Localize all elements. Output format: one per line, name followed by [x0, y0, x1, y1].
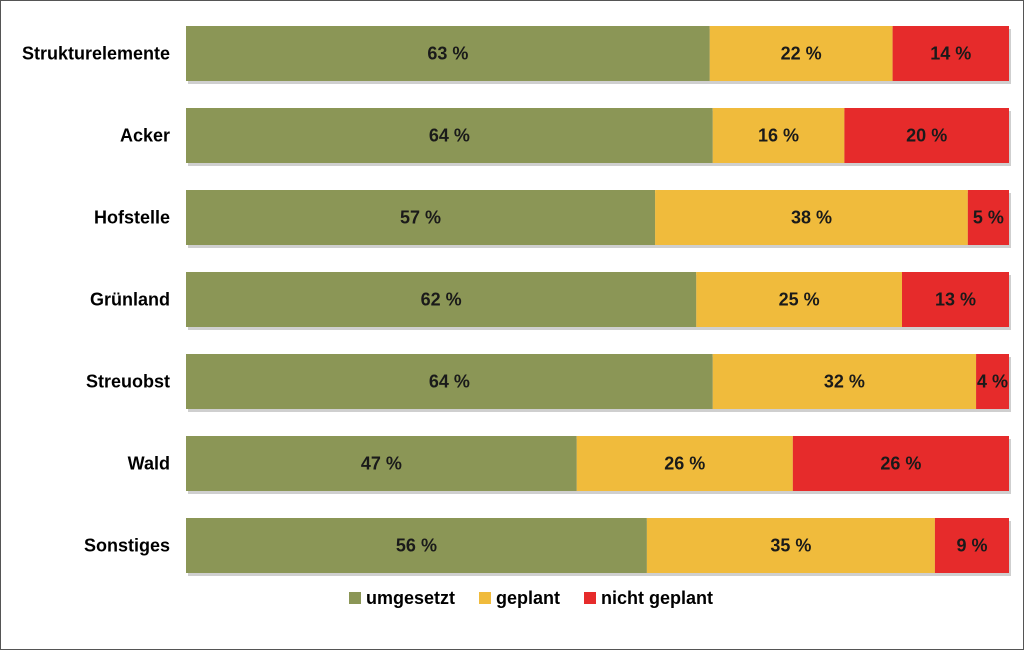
- bars-layer: 63 % 22 % 14 % 64 % 16 % 20 % 57 % 38 % 5 % 62 % 2…: [186, 26, 1011, 576]
- category-label-streuobst: Streuobst: [86, 372, 170, 392]
- legend-swatch-geplant: [479, 592, 491, 604]
- bar-sonstiges-geplant: [646, 518, 935, 573]
- value-label-sonstiges-nicht-geplant: 9 %: [956, 536, 987, 556]
- value-label-hofstelle-umgesetzt: 57 %: [400, 208, 441, 228]
- bar-acker-umgesetzt: [186, 108, 713, 163]
- value-label-hofstelle-geplant: 38 %: [791, 208, 832, 228]
- bar-gruenland-nicht-geplant: [902, 272, 1009, 327]
- category-label-acker: Acker: [120, 126, 170, 146]
- legend-swatch-nicht-geplant: [584, 592, 596, 604]
- legend: umgesetzt geplant nicht geplant: [349, 588, 713, 608]
- value-label-wald-nicht-geplant: 26 %: [880, 454, 921, 474]
- bar-gruenland-geplant: [696, 272, 903, 327]
- bar-wald-umgesetzt: [186, 436, 577, 491]
- value-label-wald-geplant: 26 %: [664, 454, 705, 474]
- bar-streuobst-umgesetzt: [186, 354, 713, 409]
- value-label-streuobst-umgesetzt: 64 %: [429, 372, 470, 392]
- category-label-sonstiges: Sonstiges: [84, 536, 170, 556]
- bar-sonstiges-umgesetzt: [186, 518, 647, 573]
- legend-label-nicht-geplant: nicht geplant: [601, 588, 713, 608]
- bar-streuobst-nicht-geplant: [976, 354, 1009, 409]
- bar-hofstelle-geplant: [655, 190, 968, 245]
- legend-label-geplant: geplant: [496, 588, 560, 608]
- bar-strukturelemente-nicht-geplant: [892, 26, 1009, 81]
- category-label-wald: Wald: [128, 454, 170, 474]
- category-label-hofstelle: Hofstelle: [94, 208, 170, 228]
- bar-sonstiges-nicht-geplant: [934, 518, 1009, 573]
- legend-swatch-umgesetzt: [349, 592, 361, 604]
- bar-strukturelemente-umgesetzt: [186, 26, 710, 81]
- value-label-wald-umgesetzt: 47 %: [361, 454, 402, 474]
- value-label-acker-umgesetzt: 64 %: [429, 126, 470, 146]
- value-label-strukturelemente-nicht-geplant: 14 %: [930, 44, 971, 64]
- bar-streuobst-geplant: [712, 354, 977, 409]
- legend-label-umgesetzt: umgesetzt: [366, 588, 455, 608]
- value-label-gruenland-geplant: 25 %: [779, 290, 820, 310]
- value-label-strukturelemente-umgesetzt: 63 %: [427, 44, 468, 64]
- bar-strukturelemente-geplant: [709, 26, 893, 81]
- value-label-acker-geplant: 16 %: [758, 126, 799, 146]
- category-label-strukturelemente: Strukturelemente: [22, 44, 170, 64]
- value-label-streuobst-geplant: 32 %: [824, 372, 865, 392]
- value-label-strukturelemente-geplant: 22 %: [781, 44, 822, 64]
- bar-acker-nicht-geplant: [844, 108, 1009, 163]
- bar-hofstelle-umgesetzt: [186, 190, 656, 245]
- value-label-acker-nicht-geplant: 20 %: [906, 126, 947, 146]
- value-label-gruenland-umgesetzt: 62 %: [421, 290, 462, 310]
- bar-acker-geplant: [712, 108, 845, 163]
- bar-wald-geplant: [576, 436, 793, 491]
- bar-hofstelle-nicht-geplant: [967, 190, 1009, 245]
- value-label-sonstiges-geplant: 35 %: [770, 536, 811, 556]
- value-label-gruenland-nicht-geplant: 13 %: [935, 290, 976, 310]
- value-label-sonstiges-umgesetzt: 56 %: [396, 536, 437, 556]
- bar-wald-nicht-geplant: [792, 436, 1009, 491]
- value-label-hofstelle-nicht-geplant: 5 %: [973, 208, 1004, 228]
- category-labels: Strukturelemente Acker Hofstelle Grünland St…: [22, 44, 170, 556]
- category-label-gruenland: Grünland: [90, 290, 170, 310]
- value-label-streuobst-nicht-geplant: 4 %: [977, 372, 1008, 392]
- bar-gruenland-umgesetzt: [186, 272, 697, 327]
